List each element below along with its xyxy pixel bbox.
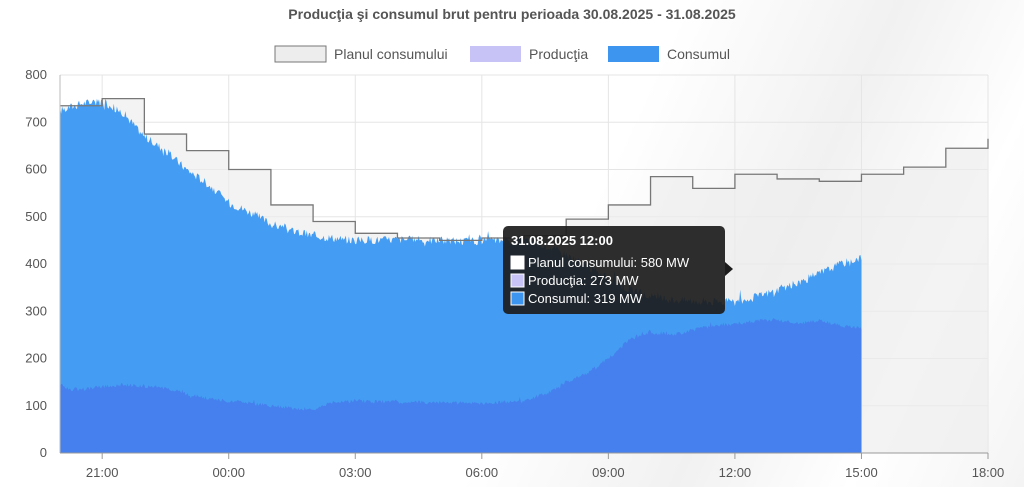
x-tick-label: 06:00	[466, 465, 499, 480]
legend: Planul consumului Producţia Consumul	[274, 45, 730, 63]
tooltip-item-plan: Planul consumului: 580 MW	[528, 255, 690, 270]
y-tick-label: 0	[40, 445, 47, 460]
tooltip-pointer	[725, 262, 733, 276]
x-tick-label: 03:00	[339, 465, 372, 480]
x-tick-label: 18:00	[972, 465, 1005, 480]
y-tick-label: 200	[25, 351, 47, 366]
tooltip-swatch-plan	[510, 255, 525, 270]
x-tick-label: 21:00	[86, 465, 119, 480]
y-tick-label: 400	[25, 256, 47, 271]
x-tick-label: 12:00	[719, 465, 752, 480]
tooltip-background	[503, 226, 725, 314]
y-tick-label: 700	[25, 114, 47, 129]
legend-swatch-production[interactable]	[470, 46, 521, 62]
tooltip-swatch-production	[510, 273, 525, 288]
y-tick-label: 800	[25, 67, 47, 82]
chart-title: Producţia şi consumul brut pentru perioa…	[288, 6, 736, 22]
legend-swatch-plan[interactable]	[274, 45, 327, 63]
y-tick-label: 300	[25, 303, 47, 318]
tooltip: 31.08.2025 12:00 Planul consumului: 580 …	[503, 226, 733, 314]
y-tick-label: 600	[25, 162, 47, 177]
tooltip-item-consumption: Consumul: 319 MW	[528, 291, 643, 306]
tooltip-item-production: Producţia: 273 MW	[528, 273, 639, 288]
legend-swatch-consumption[interactable]	[608, 46, 659, 62]
tooltip-title: 31.08.2025 12:00	[511, 233, 613, 248]
legend-label-plan[interactable]: Planul consumului	[334, 46, 448, 62]
tooltip-swatch-consumption	[510, 291, 525, 306]
x-tick-label: 15:00	[845, 465, 878, 480]
x-tick-label: 09:00	[592, 465, 625, 480]
legend-label-production[interactable]: Producţia	[529, 46, 588, 62]
legend-label-consumption[interactable]: Consumul	[667, 46, 730, 62]
production-area	[60, 318, 862, 453]
x-tick-label: 00:00	[212, 465, 245, 480]
axes: 0 100 200 300 400 500 600 700 800 21:00 00:00 03:00…	[25, 67, 1004, 480]
y-tick-label: 100	[25, 398, 47, 413]
y-tick-label: 500	[25, 209, 47, 224]
